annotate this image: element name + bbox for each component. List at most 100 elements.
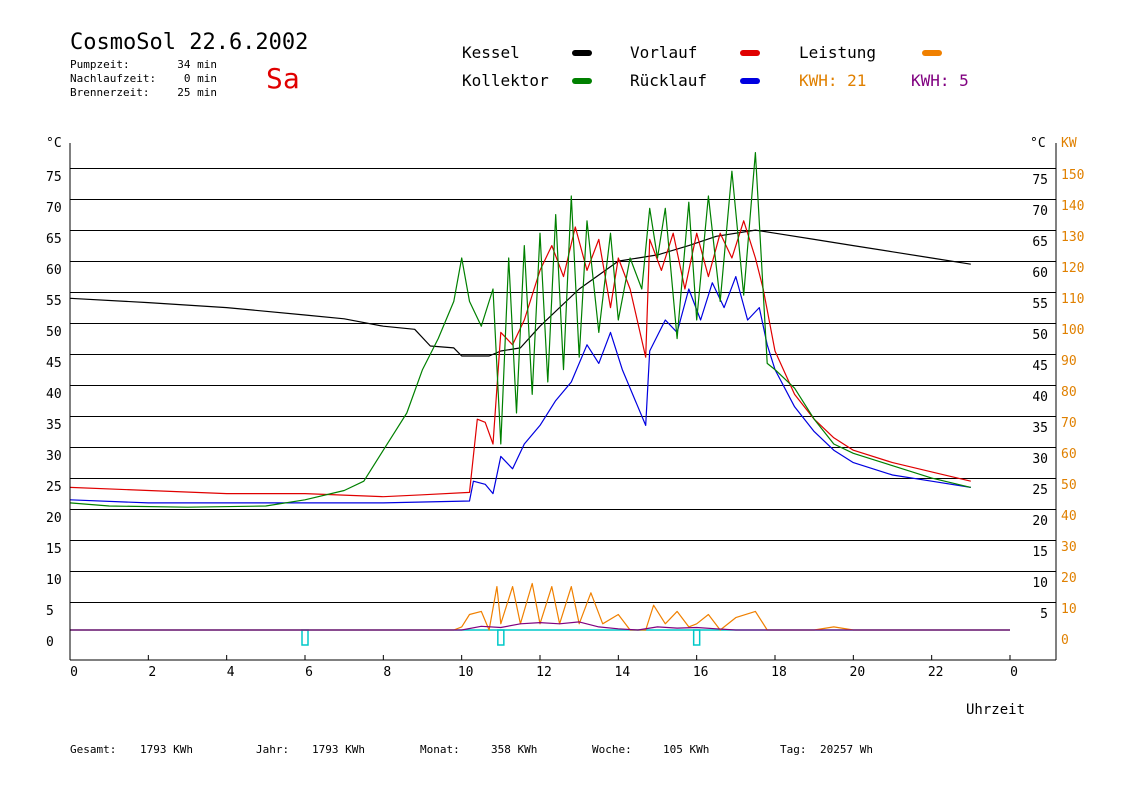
stat-nachlaufzeit-value: 0 min	[183, 72, 217, 85]
kw-tick-label: 110	[1061, 292, 1084, 307]
x-tick-label: 12	[536, 665, 552, 680]
legend-vorlauf: Vorlauf	[630, 43, 698, 62]
legend-kessel: Kessel	[462, 43, 520, 62]
total-jahr-label: Jahr:	[256, 743, 290, 756]
kw-tick-label: 30	[1061, 540, 1077, 555]
y-tick-label-right: 60	[1032, 266, 1048, 281]
y-tick-label-left: 60	[46, 263, 62, 278]
y-tick-label-left: 0	[46, 635, 54, 650]
total-gesamt-value: 1793 KWh	[140, 743, 193, 756]
kw-tick-label: 0	[1061, 633, 1069, 648]
kw-tick-label: 150	[1061, 168, 1084, 183]
chart-title: CosmoSol 22.6.2002	[70, 30, 309, 55]
series-layer	[69, 152, 1010, 646]
x-tick-label: 16	[693, 665, 709, 680]
stat-pumpzeit-value: 34 min	[177, 58, 217, 71]
y-tick-label-right: 30	[1032, 452, 1048, 467]
legend-leistung: Leistung	[799, 43, 877, 62]
y-tick-label-left: 65	[46, 232, 62, 247]
y-tick-label-left: 20	[46, 511, 62, 526]
kw-tick-label: 10	[1061, 602, 1077, 617]
y-tick-label-left: 70	[46, 201, 62, 216]
stat-brennerzeit-value: 25 min	[177, 86, 217, 99]
y-tick-label-left: 15	[46, 542, 62, 557]
legend-kwh-1: KWH: 21	[799, 71, 867, 90]
y-tick-label-right: 55	[1032, 297, 1048, 312]
kw-unit-label: KW	[1061, 136, 1077, 151]
y-tick-label-left: 10	[46, 573, 62, 588]
kw-tick-label: 20	[1061, 571, 1077, 586]
x-tick-label: 8	[383, 665, 391, 680]
total-monat-value: 358 KWh	[491, 743, 538, 756]
kw-tick-label: 100	[1061, 323, 1084, 338]
x-tick-label: 4	[227, 665, 235, 680]
series-line-kollektor	[69, 152, 971, 508]
series-line-vorlauf	[69, 220, 971, 498]
legend-leistung-swatch	[922, 50, 942, 56]
y-tick-label-right: 5	[1040, 607, 1048, 622]
y-tick-label-left: 35	[46, 418, 62, 433]
y-tick-label-left: 55	[46, 294, 62, 309]
stat-pumpzeit-label: Pumpzeit:	[70, 58, 130, 71]
legend-kessel-swatch	[572, 50, 592, 56]
y-unit-label-right: °C	[1030, 136, 1046, 151]
y-tick-label-right: 15	[1032, 545, 1048, 560]
legend-kollektor: Kollektor	[462, 71, 549, 90]
total-woche-label: Woche:	[592, 743, 632, 756]
series-line-kwh-verlauf	[70, 621, 1010, 631]
x-tick-label: 0	[1010, 665, 1018, 680]
legend-ruecklauf-swatch	[740, 78, 760, 84]
x-tick-label: 6	[305, 665, 313, 680]
stat-nachlaufzeit-label: Nachlaufzeit:	[70, 72, 157, 85]
y-tick-label-left: 25	[46, 480, 62, 495]
total-monat-label: Monat:	[420, 743, 460, 756]
kw-tick-label: 80	[1061, 385, 1077, 400]
x-axis-label: Uhrzeit	[966, 702, 1026, 718]
legend-kwh-2: KWH: 5	[911, 71, 969, 90]
kw-tick-label: 50	[1061, 478, 1077, 493]
y-tick-label-left: 30	[46, 449, 62, 464]
total-jahr-value: 1793 KWh	[312, 743, 365, 756]
x-tick-label: 20	[850, 665, 866, 680]
y-tick-label-left: 5	[46, 604, 54, 619]
axis-layer: 757065605550454035302520151050°C75706560…	[46, 136, 1084, 680]
pump-marker	[692, 629, 701, 646]
y-tick-label-left: 40	[46, 387, 62, 402]
legend-ruecklauf: Rücklauf	[630, 71, 708, 90]
y-tick-label-right: 35	[1032, 421, 1048, 436]
legend-kollektor-swatch	[572, 78, 592, 84]
y-tick-label-left: 50	[46, 325, 62, 340]
y-tick-label-right: 65	[1032, 235, 1048, 250]
total-tag-value: 20257 Wh	[820, 743, 873, 756]
kw-tick-label: 120	[1061, 261, 1084, 276]
y-tick-label-right: 10	[1032, 576, 1048, 591]
y-tick-label-right: 70	[1032, 204, 1048, 219]
total-tag-label: Tag:	[780, 743, 807, 756]
series-line-leistung	[70, 582, 1010, 631]
x-tick-label: 2	[148, 665, 156, 680]
pump-marker	[497, 629, 505, 646]
kw-tick-label: 130	[1061, 230, 1084, 245]
y-unit-label-left: °C	[46, 136, 62, 151]
y-tick-label-right: 75	[1032, 173, 1048, 188]
kw-tick-label: 70	[1061, 416, 1077, 431]
kw-tick-label: 140	[1061, 199, 1084, 214]
x-tick-label: 18	[771, 665, 787, 680]
x-tick-label: 22	[928, 665, 944, 680]
grid-layer	[70, 168, 1056, 603]
kw-tick-label: 90	[1061, 354, 1077, 369]
temperature-chart: 757065605550454035302520151050°C75706560…	[46, 136, 1084, 680]
y-tick-label-left: 45	[46, 356, 62, 371]
total-gesamt-label: Gesamt:	[70, 743, 117, 756]
y-tick-label-right: 45	[1032, 359, 1048, 374]
legend-vorlauf-swatch	[740, 50, 760, 56]
series-line-kessel	[69, 229, 971, 357]
y-tick-label-right: 25	[1032, 483, 1048, 498]
kw-tick-label: 60	[1061, 447, 1077, 462]
weekday-label: Sa	[266, 62, 300, 95]
x-tick-label: 14	[615, 665, 631, 680]
y-tick-label-right: 40	[1032, 390, 1048, 405]
series-line-r-cklauf	[69, 276, 971, 504]
y-tick-label-right: 50	[1032, 328, 1048, 343]
pump-marker	[301, 629, 309, 646]
